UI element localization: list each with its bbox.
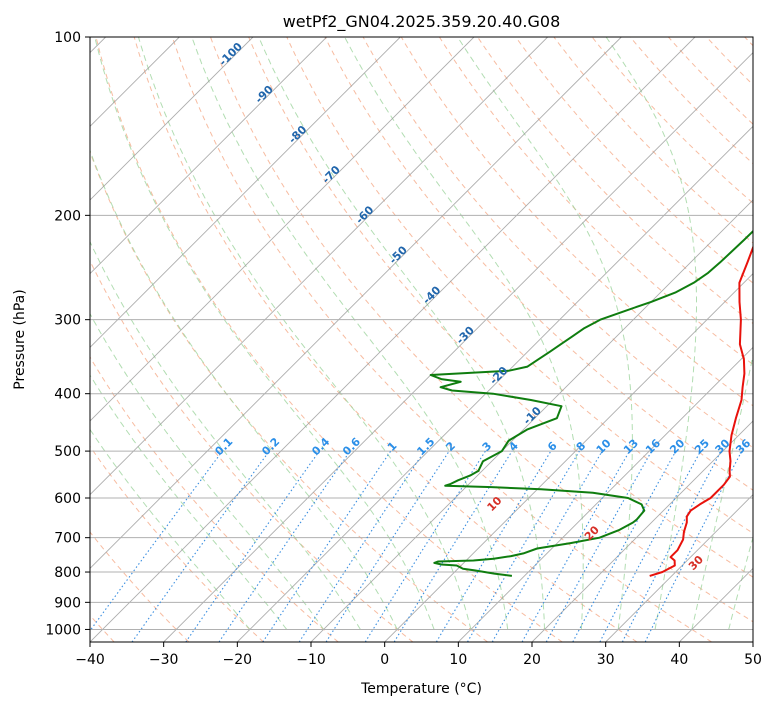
y-tick-label: 800 <box>54 565 81 581</box>
plot-area: -100-90-80-70-60-50-40-30-20-10102030400… <box>45 30 762 668</box>
isotherm-line <box>310 199 753 642</box>
mixing-ratio-line <box>521 450 630 642</box>
plot-frame <box>89 36 754 643</box>
y-axis-title: Pressure (hPa) <box>12 289 28 389</box>
mixing-ratio-line <box>131 450 270 642</box>
dry-adiabat <box>90 531 190 642</box>
temperature-profile-line <box>649 244 753 577</box>
dry-adiabat <box>248 37 753 578</box>
mixing-ratio-line <box>90 450 223 632</box>
mixing-ratio-line <box>393 450 513 642</box>
dry-adiabat <box>438 37 753 366</box>
isotherm-line <box>90 37 475 422</box>
y-tick-label: 400 <box>54 387 81 403</box>
dry-adiabat <box>95 37 563 642</box>
moist-adiabat <box>90 240 361 630</box>
x-tick-label: 20 <box>523 652 541 668</box>
x-tick-label: −30 <box>149 652 179 668</box>
isotherm-line <box>531 420 753 642</box>
isotherm-line <box>384 273 753 642</box>
moist-adiabat <box>138 37 472 630</box>
dry-adiabat <box>90 259 414 642</box>
moist-adiabat <box>605 37 697 630</box>
isotherm-line <box>90 37 548 496</box>
isotherm-line <box>605 494 753 642</box>
y-tick-label: 300 <box>54 313 81 329</box>
dry-adiabat <box>210 37 753 623</box>
mixing-ratio-line <box>218 450 351 642</box>
dry-adiabat <box>400 37 753 407</box>
mixing-ratio-line <box>491 450 603 642</box>
y-tick-label: 600 <box>54 491 81 507</box>
mixing-ratio-line <box>545 450 653 642</box>
mixing-ratio-line <box>572 450 677 642</box>
dry-adiabat <box>286 37 753 534</box>
moist-adiabat <box>191 37 509 630</box>
moist-adiabat <box>94 37 435 630</box>
dry-adiabat <box>324 37 753 491</box>
plot-content: -100-90-80-70-60-50-40-30-20-10102030400… <box>90 37 753 642</box>
mixing-ratio-line <box>364 450 486 642</box>
y-tick-label: 900 <box>54 595 81 611</box>
y-tick-label: 700 <box>54 531 81 547</box>
x-tick-label: 40 <box>670 652 688 668</box>
isotherm-line <box>752 641 753 642</box>
isotherm-line <box>237 125 753 642</box>
y-tick-label: 1000 <box>45 622 81 638</box>
x-tick-label: −20 <box>223 652 253 668</box>
x-tick-label: 10 <box>449 652 467 668</box>
isotherm-line <box>90 37 622 569</box>
x-tick-label: −40 <box>75 652 105 668</box>
mixing-ratio-line <box>325 450 450 642</box>
y-tick-label: 500 <box>54 444 81 460</box>
chart-title: wetPf2_GN04.2025.359.20.40.G08 <box>283 12 561 32</box>
dry-adiabat <box>133 37 638 642</box>
isotherm-line <box>458 346 753 642</box>
isotherm-line <box>163 52 753 642</box>
mixing-ratio-line <box>435 450 552 642</box>
y-tick-label: 200 <box>54 208 81 224</box>
mixing-ratio-line <box>185 450 320 642</box>
mixing-ratio-line <box>467 450 580 642</box>
moist-adiabat <box>90 312 325 630</box>
isotherm-line <box>90 37 696 642</box>
isotherm-line <box>90 37 401 348</box>
isotherm-line <box>90 37 254 201</box>
x-tick-label: −10 <box>296 652 326 668</box>
moist-adiabat <box>344 37 584 630</box>
moist-adiabat <box>691 352 753 630</box>
dry-adiabat <box>90 356 339 642</box>
plot-background <box>90 37 753 642</box>
isotherm-line <box>90 37 327 275</box>
x-axis-title: Temperature (°C) <box>360 681 482 697</box>
dewpoint-profile-line <box>429 229 753 577</box>
x-tick-label: 30 <box>597 652 615 668</box>
y-tick-label: 100 <box>54 30 81 46</box>
x-tick-label: 0 <box>380 652 389 668</box>
x-tick-label: 50 <box>744 652 762 668</box>
